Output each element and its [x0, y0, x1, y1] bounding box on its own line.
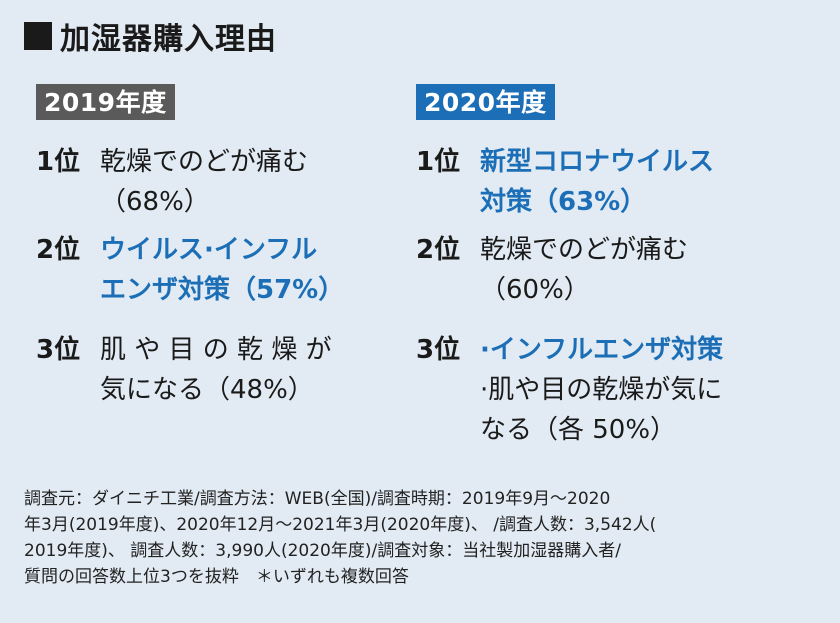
footnote-line: 年3月(2019年度)、2020年12月～2021年3月(2020年度)、 /調… [24, 515, 657, 535]
rank-text: 肌 や 目 の 乾 燥 が [100, 335, 332, 365]
rank-item-2020-1: 1位 新型コロナウイルス 対策（63%） [416, 142, 714, 222]
square-bullet-icon [24, 22, 52, 50]
rank-text: なる（各 50%） [480, 415, 677, 445]
rank-item-2019-2: 2位 ウイルス·インフル エンザ対策（57%） [36, 230, 344, 310]
rank-number: 2位 [416, 235, 461, 265]
rank-text: （68%） [100, 187, 210, 217]
rank-text: ·肌や目の乾燥が気に [480, 375, 723, 405]
rank-text: 対策（63%） [480, 187, 647, 217]
survey-footnote: 調査元：ダイニチ工業/調査方法：WEB(全国)/調査時期：2019年9月～202… [24, 486, 820, 590]
year-badge-2019: 2019年度 [36, 84, 175, 120]
footnote-line: 質問の回答数上位3つを抜粋 ＊いずれも複数回答 [24, 567, 409, 587]
rank-item-2020-3: 3位 ·インフルエンザ対策 ·肌や目の乾燥が気に なる（各 50%） [416, 330, 723, 450]
rank-number: 3位 [416, 335, 461, 365]
rank-number: 1位 [36, 147, 81, 177]
rank-item-2020-2: 2位 乾燥でのどが痛む （60%） [416, 230, 688, 310]
year-badge-2020: 2020年度 [416, 84, 555, 120]
rank-item-2019-1: 1位 乾燥でのどが痛む （68%） [36, 142, 308, 222]
rank-number: 2位 [36, 235, 81, 265]
page-title: 加湿器購入理由 [24, 14, 277, 58]
rank-item-2019-3: 3位 肌 や 目 の 乾 燥 が 気になる（48%） [36, 330, 332, 410]
rank-text: ウイルス·インフル [100, 235, 318, 265]
footnote-line: 2019年度)、 調査人数：3,990人(2020年度)/調査対象：当社製加湿器… [24, 541, 621, 561]
rank-text: 乾燥でのどが痛む [100, 147, 309, 177]
rank-text: エンザ対策（57%） [100, 275, 345, 305]
rank-number: 1位 [416, 147, 461, 177]
column-2020: 2020年度 1位 新型コロナウイルス 対策（63%） 2位 乾燥でのどが痛む … [416, 84, 816, 445]
rank-text: 乾燥でのどが痛む [480, 235, 689, 265]
rank-number: 3位 [36, 335, 81, 365]
rank-text: 気になる（48%） [100, 375, 314, 405]
column-2019: 2019年度 1位 乾燥でのどが痛む （68%） 2位 ウイルス·インフル エン… [36, 84, 436, 405]
footnote-line: 調査元：ダイニチ工業/調査方法：WEB(全国)/調査時期：2019年9月～202… [24, 489, 611, 509]
rank-text: （60%） [480, 275, 590, 305]
rank-text: ·インフルエンザ対策 [480, 335, 724, 365]
rank-text: 新型コロナウイルス [480, 147, 715, 177]
title-text: 加湿器購入理由 [60, 22, 277, 57]
